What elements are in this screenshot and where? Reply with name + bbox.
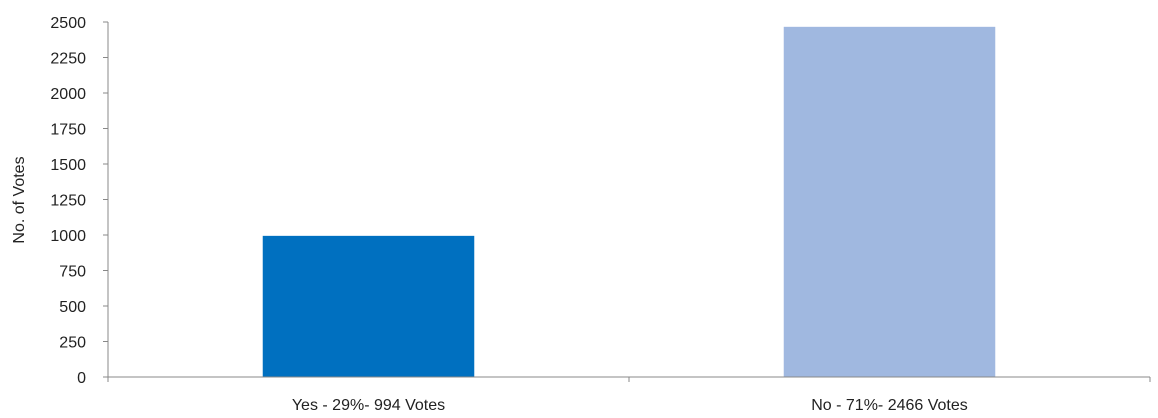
y-tick-label: 2000 — [50, 86, 86, 103]
y-axis-title: No. of Votes — [11, 156, 28, 243]
bar — [262, 235, 475, 377]
y-axis-ticks: 0 250 500 750 1000 1250 1500 1750 2000 2250 2500 — [50, 15, 109, 387]
x-axis-labels: Yes - 29%- 994 Votes No - 71%- 2466 Votes — [292, 397, 968, 414]
x-axis — [107, 376, 1151, 382]
x-category-label: Yes - 29%- 994 Votes — [292, 397, 445, 414]
y-tick-label: 750 — [59, 264, 86, 281]
y-tick-label: 1250 — [50, 193, 86, 210]
y-tick-label: 0 — [77, 370, 86, 387]
bar — [783, 26, 996, 377]
y-tick-label: 250 — [59, 335, 86, 352]
y-tick-label: 2500 — [50, 15, 86, 32]
bars — [262, 26, 996, 377]
y-tick-label: 2250 — [50, 51, 86, 68]
y-tick-label: 1500 — [50, 157, 86, 174]
y-tick-label: 1750 — [50, 122, 86, 139]
y-tick-label: 1000 — [50, 228, 86, 245]
y-tick-label: 500 — [59, 299, 86, 316]
x-category-label: No - 71%- 2466 Votes — [811, 397, 968, 414]
